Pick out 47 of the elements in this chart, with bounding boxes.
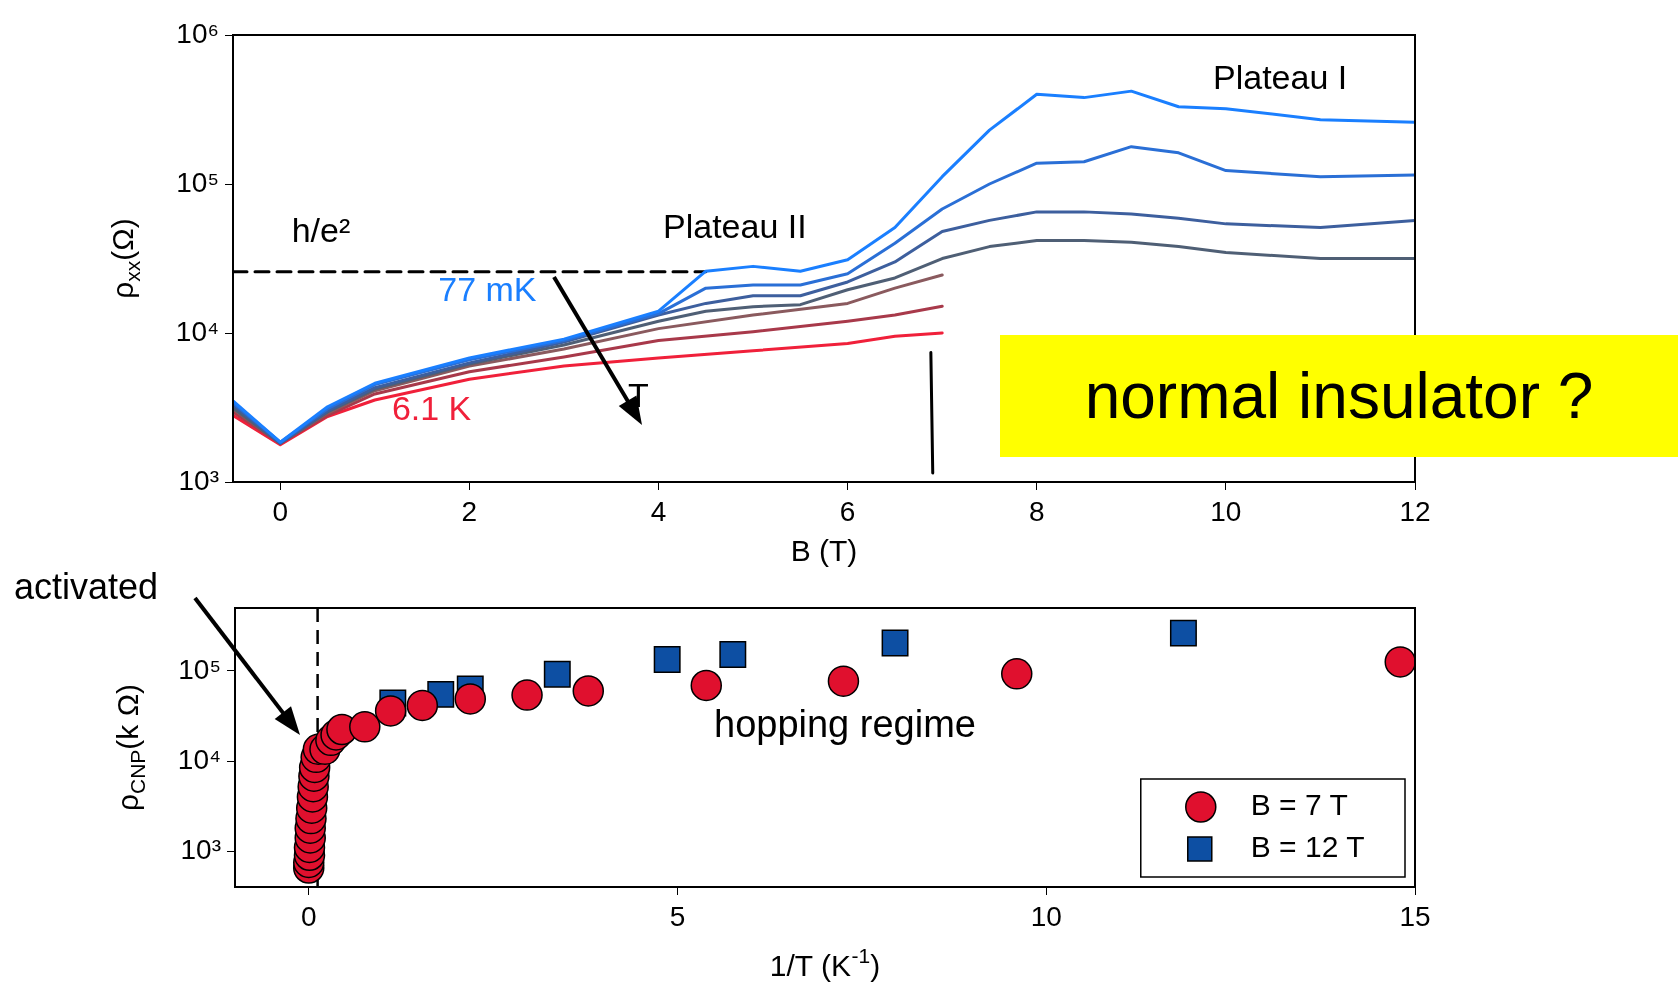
point: [1384, 646, 1415, 678]
y-axis-title: ρxx(Ω): [106, 218, 144, 299]
annotation: T: [628, 376, 649, 415]
text: activated: [14, 566, 159, 608]
x-tick-label: 8: [1028, 495, 1045, 527]
point: [406, 689, 439, 722]
point: [374, 695, 407, 727]
y-tick-label: 10⁴: [175, 315, 219, 347]
series-label: 77 mK: [438, 269, 537, 308]
annotation: Plateau I: [1213, 58, 1348, 97]
annotation: normal insulator ?: [1000, 335, 1678, 457]
y-tick-label: 10³: [178, 464, 219, 496]
point: [719, 641, 747, 669]
point: [827, 665, 860, 697]
series-label: 6.1 K: [391, 389, 472, 428]
x-tick-label: 10: [1210, 495, 1242, 527]
point: [349, 711, 381, 743]
x-tick-label: 15: [1399, 900, 1431, 932]
point: [572, 675, 605, 707]
x-tick-label: 2: [461, 495, 478, 527]
x-tick-label: 4: [650, 495, 667, 527]
annotation: hopping regime: [714, 703, 976, 746]
x-tick-label: 12: [1399, 495, 1431, 527]
legend-label: B = 7 T: [1250, 788, 1348, 822]
point: [1001, 658, 1033, 690]
y-tick-label: 10⁵: [178, 653, 221, 685]
y-axis-title: ρCNP(k Ω): [111, 683, 149, 812]
annotation: Plateau II: [663, 207, 807, 246]
point: [1169, 619, 1197, 647]
y-tick-label: 10⁵: [176, 166, 219, 198]
x-tick-label: 0: [300, 900, 317, 932]
x-tick-label: 10: [1030, 900, 1062, 932]
x-tick-label: 0: [272, 495, 289, 527]
x-tick-label: 6: [839, 495, 856, 527]
y-tick-label: 10³: [180, 833, 221, 865]
point: [881, 629, 909, 657]
point: [543, 660, 571, 688]
x-tick-label: 5: [669, 900, 686, 932]
y-tick-label: 10⁶: [176, 17, 219, 49]
point: [511, 679, 543, 711]
series-label: h/e²: [291, 211, 351, 250]
y-tick-label: 10⁴: [177, 743, 221, 775]
point: [653, 646, 681, 673]
point: [454, 683, 487, 715]
x-axis-title: B (T): [790, 534, 858, 568]
legend-label: B = 12 T: [1250, 830, 1365, 864]
point: [690, 669, 723, 702]
